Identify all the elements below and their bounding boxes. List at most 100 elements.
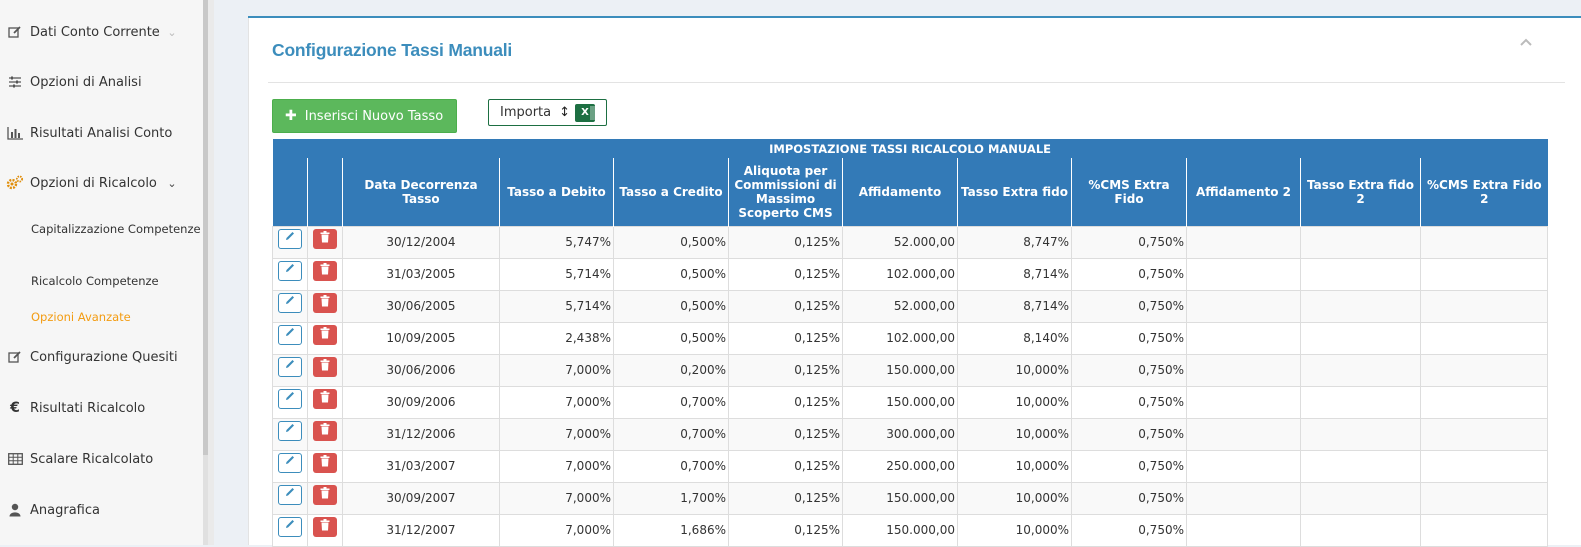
sidebar-subitem-opzioni-avanzate[interactable]: Opzioni Avanzate <box>31 310 131 324</box>
column-header: Tasso a Debito <box>499 158 614 226</box>
delete-cell <box>307 257 343 291</box>
user-icon <box>0 503 30 517</box>
chevron-down-icon[interactable]: ⌄ <box>167 176 177 190</box>
table-cell: 250.000,00 <box>842 449 958 483</box>
table-cell <box>1186 417 1301 451</box>
divider <box>268 82 1565 83</box>
sidebar-item-label: Risultati Analisi Conto <box>30 125 173 141</box>
table-cell <box>1419 417 1549 451</box>
delete-button[interactable] <box>313 484 337 505</box>
table-cell: 150.000,00 <box>842 481 958 515</box>
table-cell: 30/09/2006 <box>342 385 500 419</box>
edit-button[interactable] <box>278 484 302 505</box>
table-cell <box>1300 449 1421 483</box>
delete-button[interactable] <box>313 516 337 537</box>
table-cell <box>1186 513 1301 547</box>
delete-button[interactable] <box>313 356 337 377</box>
sidebar-item-label: Opzioni di Analisi <box>30 74 142 90</box>
delete-button[interactable] <box>313 292 337 313</box>
sidebar-item-label: Opzioni di Ricalcolo <box>30 175 157 191</box>
table-cell: 30/09/2007 <box>342 481 500 515</box>
table-cell: 7,000% <box>499 353 614 387</box>
sidebar-item-configurazione-quesiti[interactable]: Configurazione Quesiti <box>0 342 200 372</box>
rates-table: IMPOSTAZIONE TASSI RICALCOLO MANUALE Dat… <box>272 139 1549 547</box>
table-cell <box>1300 321 1421 355</box>
table-cell: 31/12/2007 <box>342 513 500 547</box>
table-row: 30/06/2006 7,000% 0,200% 0,125% 150.000,00 10… <box>272 353 1549 387</box>
delete-button[interactable] <box>313 260 337 281</box>
table-cell <box>1419 481 1549 515</box>
chevron-down-icon[interactable]: ⌄ <box>167 25 177 39</box>
delete-button[interactable] <box>313 420 337 441</box>
edit-button[interactable] <box>278 260 302 281</box>
sidebar-subitem-ricalcolo-competenze[interactable]: Ricalcolo Competenze <box>31 274 159 288</box>
delete-button[interactable] <box>313 324 337 345</box>
sidebar-item-label: Dati Conto Corrente <box>30 24 160 40</box>
sidebar-item-anagrafica[interactable]: Anagrafica <box>0 495 200 525</box>
table-cell <box>1419 513 1549 547</box>
add-rate-button[interactable]: ✚ Inserisci Nuovo Tasso <box>272 99 457 133</box>
edit-button[interactable] <box>278 388 302 409</box>
edit-button[interactable] <box>278 228 302 249</box>
chevron-up-icon[interactable] <box>1520 34 1532 50</box>
table-cell <box>1300 385 1421 419</box>
trash-icon <box>320 358 330 370</box>
column-header: Tasso Extra fido <box>957 158 1072 226</box>
pencil-icon <box>286 391 294 400</box>
sidebar-scrollbar[interactable] <box>203 0 208 545</box>
delete-cell <box>307 353 343 387</box>
sidebar-item-label: Risultati Ricalcolo <box>30 400 146 416</box>
column-header: %CMS Extra Fido <box>1071 158 1187 226</box>
edit-button[interactable] <box>278 292 302 313</box>
edit-button[interactable] <box>278 516 302 537</box>
euro-icon: € <box>10 400 20 416</box>
sidebar-item-opzioni-ricalcolo[interactable]: Opzioni di Ricalcolo ⌄ <box>0 168 200 198</box>
table-cell: 0,125% <box>728 385 843 419</box>
sidebar-subitem-capitalizzazione[interactable]: Capitalizzazione Competenze <box>31 222 201 236</box>
table-cell: 0,500% <box>613 225 729 259</box>
edit-icon <box>0 25 30 39</box>
table-cell: 5,714% <box>499 289 614 323</box>
delete-button[interactable] <box>313 228 337 249</box>
table-cell: 2,438% <box>499 321 614 355</box>
edit-cell <box>272 449 308 483</box>
content-box: Configurazione Tassi Manuali ✚ Inserisci… <box>248 16 1581 547</box>
edit-button[interactable] <box>278 452 302 473</box>
pencil-icon <box>286 263 294 272</box>
sidebar-item-dati-conto-corrente[interactable]: Dati Conto Corrente ⌄ <box>0 17 200 47</box>
table-cell <box>1419 257 1549 291</box>
trash-icon <box>320 486 330 498</box>
table-cell: 0,750% <box>1071 321 1187 355</box>
table-cell: 10,000% <box>957 481 1072 515</box>
import-button[interactable]: Importa ↕ X <box>488 99 607 126</box>
edit-button[interactable] <box>278 324 302 345</box>
trash-icon <box>320 230 330 242</box>
sidebar-item-scalare-ricalcolato[interactable]: Scalare Ricalcolato <box>0 444 200 474</box>
sidebar-item-risultati-ricalcolo[interactable]: € Risultati Ricalcolo <box>0 393 200 423</box>
table-cell <box>1186 257 1301 291</box>
import-label: Importa <box>500 105 552 120</box>
table-cell: 31/03/2005 <box>342 257 500 291</box>
table-cell: 0,750% <box>1071 353 1187 387</box>
edit-button[interactable] <box>278 420 302 441</box>
delete-cell <box>307 321 343 355</box>
column-header: Tasso a Credito <box>613 158 729 226</box>
edit-button[interactable] <box>278 356 302 377</box>
table-cell: 52.000,00 <box>842 289 958 323</box>
table-row: 31/03/2005 5,714% 0,500% 0,125% 102.000,00 8,… <box>272 257 1549 291</box>
table-row: 30/12/2004 5,747% 0,500% 0,125% 52.000,00 8,7… <box>272 225 1549 259</box>
table-cell <box>1300 257 1421 291</box>
table-cell: 10,000% <box>957 417 1072 451</box>
table-cell <box>1419 289 1549 323</box>
scrollbar-thumb[interactable] <box>203 0 208 455</box>
delete-button[interactable] <box>313 388 337 409</box>
delete-button[interactable] <box>313 452 337 473</box>
add-rate-label: Inserisci Nuovo Tasso <box>304 108 444 124</box>
table-cell: 30/06/2006 <box>342 353 500 387</box>
sidebar-item-risultati-analisi-conto[interactable]: Risultati Analisi Conto <box>0 118 200 148</box>
sidebar-item-opzioni-analisi[interactable]: Opzioni di Analisi <box>0 67 200 97</box>
column-header: Affidamento 2 <box>1186 158 1301 226</box>
edit-cell <box>272 289 308 323</box>
table-cell: 0,125% <box>728 225 843 259</box>
pencil-icon <box>286 423 294 432</box>
